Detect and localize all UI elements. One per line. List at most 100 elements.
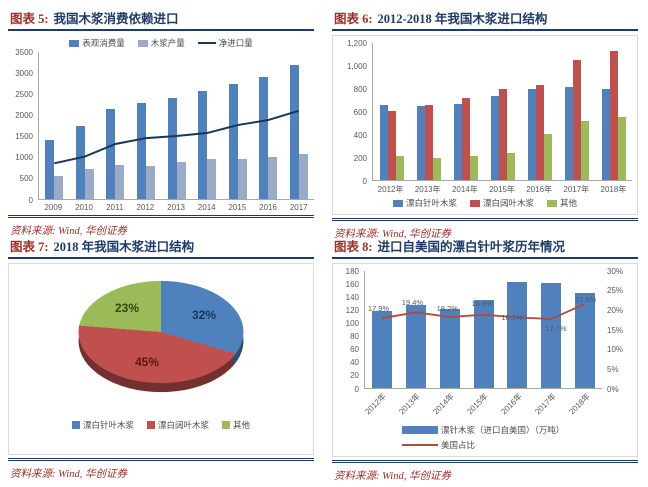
panel-figure-8: 图表 8: 进口自美国的漂白针叶浆历年情况 0 20 40 60 80 100 120 140 1… (332, 234, 638, 482)
bar (453, 104, 462, 180)
legend-label: 漂针木浆（进口自美国）（万吨） (441, 425, 565, 435)
bar (572, 60, 581, 180)
y-tick-label: 1000 (15, 153, 33, 163)
y-tick-label: 0 (28, 195, 33, 205)
bar (424, 105, 433, 180)
figure-5-label: 图表 5: (10, 12, 49, 26)
bar-group (373, 43, 410, 180)
chart7-canvas: 32% 45% 23% 漂白针叶木浆 漂白阔叶木浆 其他 (8, 263, 314, 455)
legend-label: 漂白阔叶木浆 (157, 420, 209, 430)
panel-figure-5: 图表 5: 我国木浆消费依赖进口 表观消费量 木浆产量 净进口量 0 500 1000 150… (8, 6, 314, 237)
legend-label: 漂白针叶木浆 (405, 198, 457, 208)
x-tick-label: 2016 (259, 203, 277, 212)
figure-7-source-text: 资料来源: Wind, 华创证券 (10, 469, 127, 480)
bar-groups (39, 52, 314, 199)
bar (432, 158, 441, 180)
y-tick-label: 180 (345, 266, 359, 276)
legend-swatch (402, 426, 438, 434)
plot-area (372, 43, 632, 181)
x-tick-text: 2013年 (397, 391, 423, 417)
bar (575, 292, 596, 388)
y2-tick-label: 5% (607, 364, 619, 374)
y2-tick-label: 20% (607, 305, 624, 315)
figure-8-label: 图表 8: (334, 240, 373, 254)
y-tick-label: 20 (350, 371, 359, 381)
legend-item: 表观消费量 (69, 37, 125, 49)
chart-legend: 漂白针叶木浆 漂白阔叶木浆 其他 (14, 419, 308, 431)
bar (473, 299, 494, 388)
y2-tick-label: 25% (607, 286, 624, 296)
y-tick-label: 60 (350, 345, 359, 355)
legend-swatch (137, 39, 148, 47)
legend-item: 净进口量 (197, 37, 253, 49)
bar (228, 84, 238, 199)
bar (601, 89, 610, 180)
y2-tick-label: 15% (607, 325, 624, 335)
bar-group (500, 271, 534, 388)
y-tick-label: 0 (354, 384, 359, 394)
bar (609, 51, 618, 180)
legend-label: 木浆产量 (150, 38, 185, 48)
figure-7-label: 图表 7: (10, 240, 49, 254)
bar (617, 117, 626, 180)
line-point-label: 17.9% (367, 304, 390, 314)
figure-6-source-row: 资料来源: Wind, 华创证券 (332, 218, 638, 242)
bar (527, 89, 536, 180)
bar-group (253, 52, 284, 199)
bar (564, 86, 573, 180)
bar-groups (365, 271, 602, 388)
panel-figure-6: 图表 6: 2012-2018 年我国木浆进口结构 0 200 400 600 800 1,… (332, 6, 638, 240)
figure-8-source-row: 资料来源: Wind, 华创证券 (332, 460, 638, 484)
bar (379, 105, 388, 180)
figure-7-title: 2018 年我国木浆进口结构 (53, 240, 195, 254)
bar (387, 111, 396, 180)
bar-group (467, 271, 501, 388)
bar-group (595, 43, 632, 180)
x-tick-text: 2015年 (465, 391, 491, 417)
line-series (39, 52, 314, 199)
y-tick-label: 0 (362, 176, 367, 186)
line-point-label: 18.8% (471, 298, 493, 308)
figure-7-title-row: 图表 7: 2018 年我国木浆进口结构 (8, 234, 314, 259)
figure-6-title: 2012-2018 年我国木浆进口结构 (377, 12, 548, 26)
figure-6-label: 图表 6: (334, 12, 373, 26)
bar (259, 77, 269, 199)
x-tick-label: 2018年 (600, 185, 627, 194)
x-tick-label: 2011 (106, 203, 124, 212)
legend-label: 表观消费量 (82, 38, 125, 48)
pie-face (78, 280, 244, 384)
legend-label: 漂白针叶木浆 (82, 420, 134, 430)
bar-group (39, 52, 70, 199)
legend-swatch (392, 199, 403, 207)
bar (167, 98, 177, 199)
bar-group (131, 52, 162, 199)
x-tick-label: 2012年 (377, 185, 404, 194)
bar (543, 134, 552, 180)
figure-8-title-row: 图表 8: 进口自美国的漂白针叶浆历年情况 (332, 234, 638, 259)
legend-swatch (222, 421, 230, 429)
y-tick-label: 600 (353, 107, 367, 117)
bar (506, 153, 515, 180)
bar (507, 281, 528, 388)
legend-label: 净进口量 (218, 38, 253, 48)
y-tick-label: 1,200 (346, 38, 367, 48)
legend-label: 其他 (560, 198, 578, 208)
bar-group (568, 271, 602, 388)
x-tick-label: 2012 (136, 203, 155, 212)
legend-label: 美国占比 (441, 440, 476, 450)
x-tick-label: 2010 (75, 203, 93, 212)
legend-item: 其他 (547, 197, 577, 209)
y2-tick-label: 30% (607, 266, 624, 276)
plot-row: 0 200 400 600 800 1,000 1,200 (338, 39, 632, 186)
bar (45, 139, 55, 199)
bar-group (161, 52, 192, 199)
bar (469, 156, 478, 180)
bar (115, 165, 125, 199)
panel-figure-7: 图表 7: 2018 年我国木浆进口结构 32% 45% 23% 漂白针叶木浆 漂白阔叶木… (8, 234, 314, 482)
legend-swatch (69, 39, 80, 47)
bar (541, 283, 562, 388)
x-tick-text: 2016年 (499, 391, 525, 417)
bar-group (365, 271, 399, 388)
plot-area: 17.9% 19.4% 18.2% 18.8% 18.1% 17.7% 21.6% (364, 271, 602, 389)
bar (176, 161, 186, 199)
